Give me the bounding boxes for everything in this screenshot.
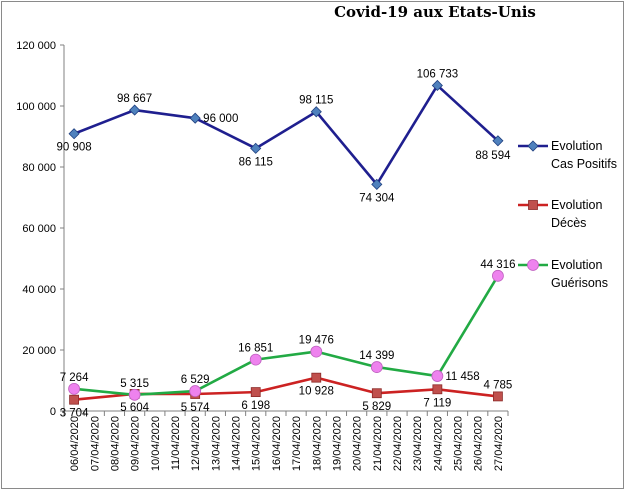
x-tick-label: 11/04/2020 [170, 416, 182, 470]
data-point [189, 385, 202, 397]
y-tick-label: 40 000 [22, 284, 56, 296]
x-tick-label: 23/04/2020 [412, 416, 424, 471]
data-label: 5 604 [120, 402, 149, 414]
x-tick-label: 06/04/2020 [69, 416, 81, 471]
data-label: 7 119 [423, 397, 451, 409]
data-point [189, 112, 201, 124]
data-label: 11 458 [445, 371, 479, 383]
legend-label: Décès [551, 216, 586, 230]
data-label: 4 785 [484, 379, 513, 391]
y-tick-label: 60 000 [22, 223, 56, 235]
data-point [432, 384, 443, 395]
data-label: 90 908 [56, 142, 91, 154]
data-label: 98 667 [117, 93, 152, 105]
x-tick-label: 10/04/2020 [150, 416, 162, 471]
data-point [310, 345, 323, 358]
data-point [129, 104, 141, 116]
x-tick-label: 14/04/2020 [231, 416, 243, 471]
data-point [250, 142, 262, 154]
x-tick-label: 27/04/2020 [493, 416, 505, 471]
data-label: 5 574 [181, 402, 210, 414]
data-label: 3 704 [60, 408, 89, 420]
y-tick-label: 120 000 [16, 40, 56, 52]
data-point [69, 394, 79, 405]
data-point [371, 178, 383, 190]
x-tick-label: 17/04/2020 [291, 416, 303, 471]
data-label: 74 304 [359, 192, 395, 204]
x-tick-label: 20/04/2020 [352, 416, 364, 471]
data-label: 88 594 [475, 150, 511, 162]
x-tick-label: 07/04/2020 [89, 416, 101, 471]
data-label: 5 315 [120, 378, 149, 390]
series-line [73, 275, 500, 397]
legend-label: Evolution [551, 139, 602, 153]
legend-marker [527, 259, 539, 271]
data-label: 7 264 [60, 372, 89, 384]
data-label: 98 115 [299, 95, 333, 107]
data-point [311, 372, 322, 383]
data-label: 96 000 [203, 113, 238, 125]
chart-title: Covid-19 aux Etats-Unis [334, 3, 536, 21]
x-tick-label: 19/04/2020 [331, 416, 343, 471]
series-line [73, 84, 499, 186]
x-tick-label: 15/04/2020 [251, 416, 263, 471]
data-point [249, 353, 262, 366]
data-label: 5 829 [362, 401, 391, 413]
data-label: 106 733 [417, 68, 459, 80]
data-point [371, 388, 382, 399]
y-tick-label: 100 000 [16, 101, 56, 113]
x-tick-label: 13/04/2020 [210, 416, 222, 471]
legend-label: Cas Positifs [551, 157, 617, 171]
data-point [310, 106, 322, 118]
data-label: 86 115 [239, 156, 273, 168]
data-label: 10 928 [299, 386, 334, 398]
x-tick-label: 09/04/2020 [130, 416, 142, 471]
data-point [68, 382, 80, 395]
data-label: 16 851 [238, 343, 273, 355]
data-label: 6 198 [241, 400, 270, 412]
x-tick-label: 21/04/2020 [372, 416, 384, 471]
x-tick-label: 25/04/2020 [453, 416, 465, 471]
data-point [492, 135, 504, 147]
data-point [250, 387, 261, 397]
y-tick-label: 80 000 [22, 162, 56, 174]
x-tick-label: 08/04/2020 [109, 416, 121, 471]
data-label: 44 316 [480, 259, 515, 271]
data-label: 19 476 [299, 335, 334, 347]
legend-label: Evolution [551, 258, 602, 272]
y-tick-label: 20 000 [22, 345, 56, 357]
legend-marker [528, 200, 538, 210]
legend-marker [527, 140, 539, 152]
data-point [128, 388, 141, 401]
data-label: 14 399 [359, 350, 394, 362]
x-tick-label: 26/04/2020 [473, 416, 485, 471]
legend-label: Evolution [551, 198, 602, 212]
x-tick-label: 22/04/2020 [392, 416, 404, 471]
data-point [493, 391, 503, 402]
data-point [370, 361, 383, 373]
x-tick-label: 18/04/2020 [311, 416, 323, 471]
y-tick-label: 0 [50, 406, 56, 418]
data-point [431, 370, 444, 382]
data-point [431, 79, 443, 92]
legend-label: Guérisons [551, 276, 608, 290]
data-point [492, 269, 504, 282]
x-tick-label: 24/04/2020 [432, 416, 444, 471]
data-label: 6 529 [181, 374, 210, 386]
x-tick-label: 16/04/2020 [271, 416, 283, 471]
x-tick-label: 12/04/2020 [190, 416, 202, 471]
data-point [68, 128, 80, 140]
